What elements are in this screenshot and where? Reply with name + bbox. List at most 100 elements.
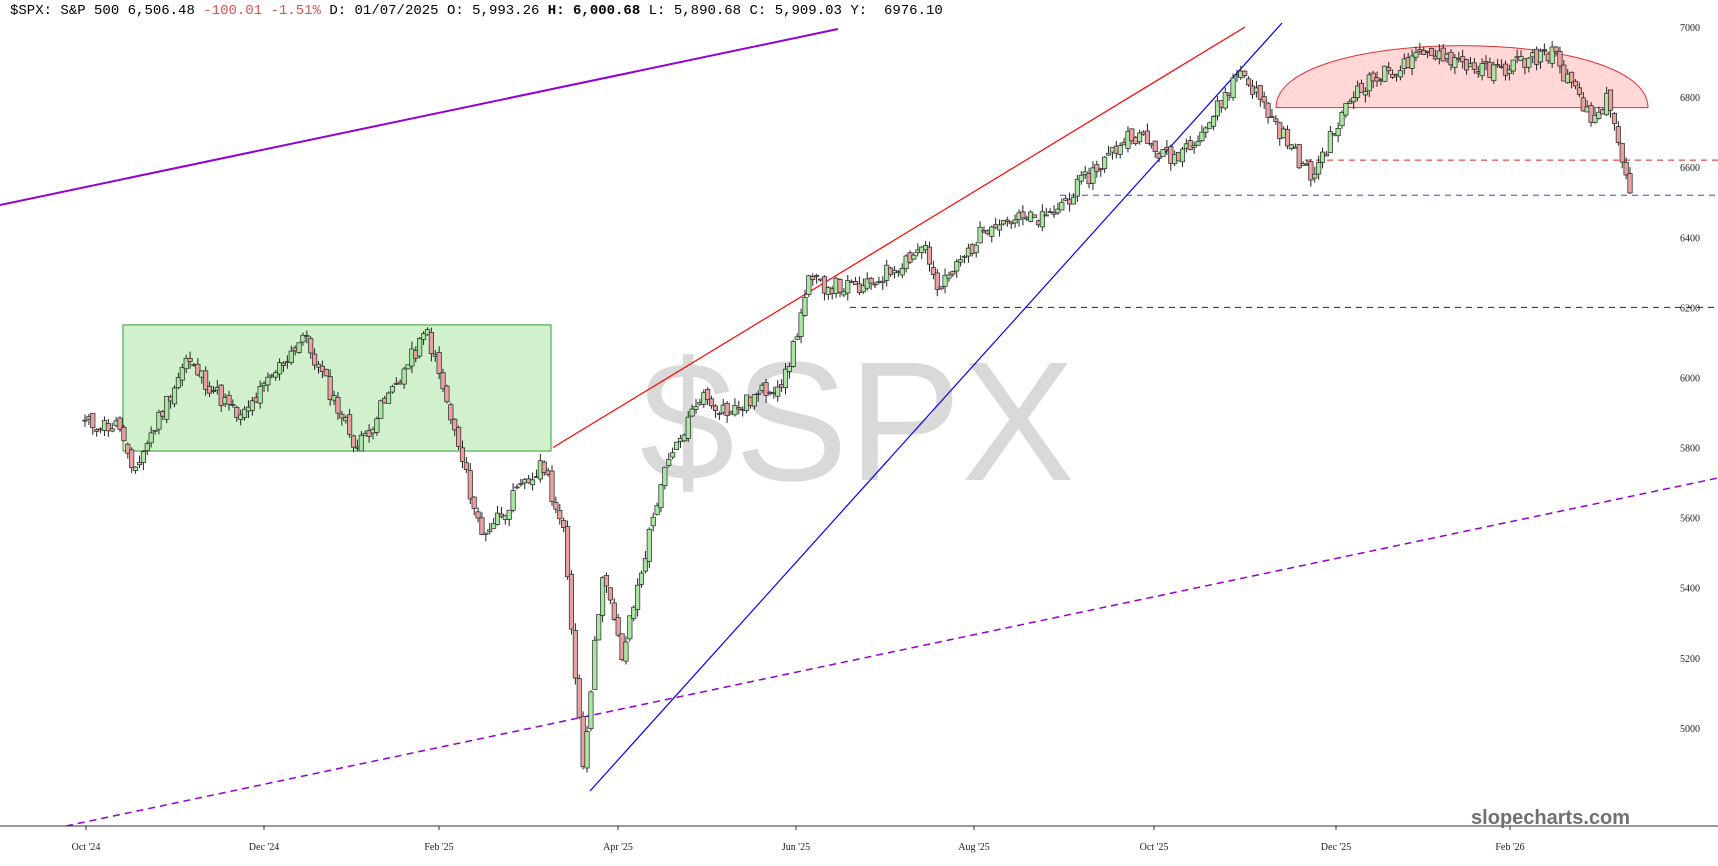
candle-up [386, 392, 392, 404]
candle-down [347, 414, 353, 435]
candle [1362, 87, 1368, 103]
candle-down [1374, 77, 1380, 82]
candle [1047, 208, 1053, 214]
candle [459, 440, 466, 469]
brand-watermark: slopecharts.com [1471, 807, 1630, 829]
candle [635, 578, 641, 617]
candle-up [596, 614, 602, 641]
candle [1541, 43, 1547, 56]
candle-up [845, 280, 851, 294]
candle-down [611, 602, 617, 620]
candle-up [592, 639, 598, 690]
candle-down [724, 403, 730, 417]
candle [553, 496, 559, 514]
candle-up [635, 584, 641, 610]
candle-down [1265, 102, 1271, 118]
candle-down [549, 470, 555, 503]
candle [942, 268, 948, 294]
candle-up [183, 357, 189, 370]
candle-down [930, 267, 936, 275]
candle [1491, 61, 1497, 84]
candle-down [1020, 211, 1026, 219]
candle [821, 275, 827, 301]
candle-up [1214, 100, 1221, 117]
candle-up [775, 386, 781, 397]
candle [491, 517, 497, 529]
candle [961, 254, 968, 264]
candle [144, 440, 150, 455]
candle-down [1623, 161, 1629, 176]
candle-down [1051, 212, 1057, 215]
candle-up [273, 372, 279, 378]
candle [510, 483, 516, 513]
candle [1312, 166, 1318, 183]
candle-down [576, 678, 582, 718]
candle-up [1078, 174, 1084, 182]
candle [358, 431, 364, 452]
candle-up [1074, 178, 1080, 197]
candle [1351, 91, 1357, 110]
candle [428, 327, 434, 362]
candle-up [1000, 220, 1006, 225]
candle [1607, 89, 1614, 118]
y-label: Y: [850, 3, 868, 19]
candle [685, 411, 691, 443]
candle-up [782, 368, 789, 388]
candle-up [518, 483, 524, 485]
candle [374, 416, 380, 436]
candle-up [954, 261, 960, 272]
candle-down [1386, 67, 1392, 72]
candle [1320, 147, 1326, 169]
candle-up [654, 505, 660, 515]
candle-down [210, 390, 216, 392]
candle-down [1129, 128, 1135, 142]
candle-down [1588, 105, 1594, 123]
candle-down [203, 370, 209, 390]
candle [288, 345, 294, 365]
candle [1358, 79, 1365, 93]
candle-up [1537, 50, 1544, 63]
candle [1078, 171, 1084, 185]
candle-up [1335, 128, 1341, 137]
candle [996, 219, 1003, 237]
candle [440, 368, 446, 393]
candle-up [693, 406, 699, 410]
x-tick-label: Jun '25 [782, 842, 810, 853]
candle [973, 241, 979, 258]
candle-up [911, 254, 917, 260]
candle [315, 361, 322, 374]
candle [1273, 115, 1279, 125]
candle-up [1592, 114, 1598, 123]
candle [479, 512, 485, 536]
candle [148, 426, 154, 448]
candle [1090, 161, 1096, 190]
candle-up [794, 336, 800, 340]
candle-up [662, 466, 668, 487]
candle-up [1351, 97, 1357, 103]
candle-up [1343, 103, 1349, 116]
candle [195, 358, 201, 377]
candle [755, 390, 761, 402]
candle-up [1230, 77, 1236, 99]
close-value: 5,909.03 [774, 3, 842, 19]
candle [716, 411, 722, 421]
candle [1588, 101, 1594, 127]
candle-up [673, 441, 680, 450]
candle-up [109, 428, 115, 432]
candle [234, 405, 240, 422]
candle [1557, 46, 1563, 74]
candle [436, 346, 442, 380]
candle [631, 605, 637, 622]
candle [1526, 57, 1532, 73]
candle [565, 520, 571, 580]
candle [467, 463, 473, 505]
candle [218, 383, 224, 412]
candle [880, 276, 886, 291]
candle-up [152, 429, 158, 432]
candle-up [1312, 173, 1318, 179]
candle [1094, 160, 1100, 178]
candle [603, 572, 610, 593]
candle-down [498, 513, 504, 518]
candle [1195, 135, 1201, 146]
